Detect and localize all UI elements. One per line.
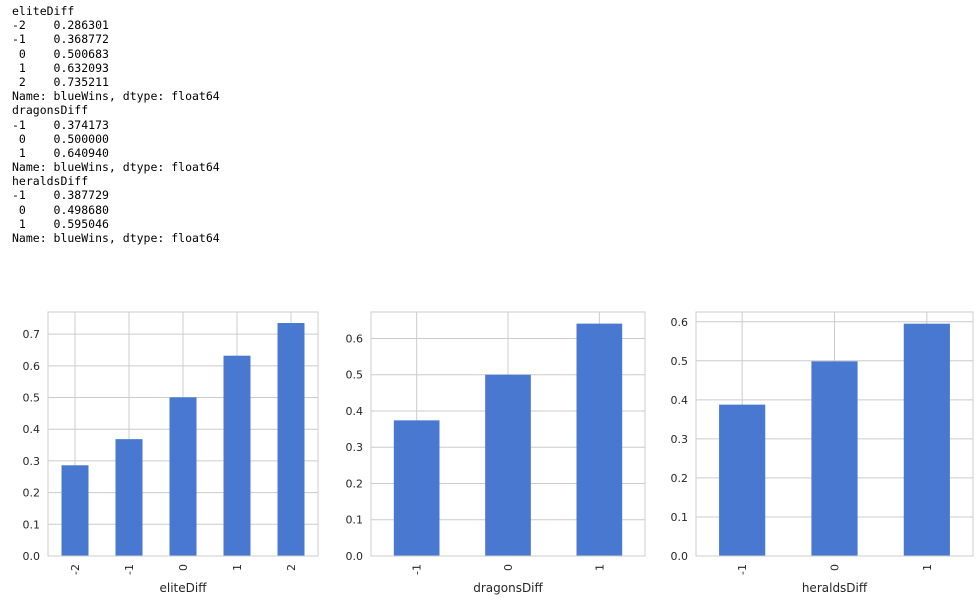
output-line: -2 0.286301 [12,18,109,33]
output-line: 1 0.640940 [12,145,109,160]
y-tick-label: 0.5 [671,355,689,368]
plot-frame [695,311,974,557]
output-line: -1 0.368772 [12,32,109,47]
y-tick-label: 0.6 [346,332,364,345]
plot-frame [47,311,319,557]
x-tick-label: 0 [177,564,190,571]
output-line: -1 0.374173 [12,117,109,132]
y-tick-label: 0.3 [671,433,689,446]
y-tick-label: 0.4 [671,394,689,407]
output-line: 1 0.632093 [12,60,109,75]
output-line: heraldsDiff [12,174,89,189]
output-line: 1 0.595046 [12,216,109,231]
plot-frame [370,311,646,557]
y-tick-label: 0.2 [346,477,364,490]
y-tick-label: 0.5 [346,369,364,382]
y-tick-label: 0.6 [23,360,41,373]
y-tick-label: 0.2 [671,472,689,485]
output-line: dragonsDiff [12,103,89,118]
bar [169,397,197,556]
bar [903,323,950,556]
output-line: Name: blueWins, dtype: float64 [12,160,220,175]
bar [485,374,531,556]
x-tick-label: -2 [69,564,82,575]
bar [719,404,766,556]
x-tick-label: -1 [123,564,136,575]
x-tick-label: -1 [736,564,749,575]
x-axis-label: eliteDiff [160,581,208,595]
x-tick-label: 0 [502,564,515,571]
output-line: Name: blueWins, dtype: float64 [12,89,220,104]
x-tick-label: 1 [593,564,606,571]
output-line: 0 0.500000 [12,131,109,146]
output-line: 2 0.735211 [12,74,109,89]
y-tick-label: 0.5 [23,392,41,405]
y-tick-label: 0.1 [23,518,41,531]
bar [576,323,623,556]
x-tick-label: 0 [829,564,842,571]
text-output: eliteDiff -2 0.286301 -1 0.368772 0 0.5006… [12,4,220,245]
y-tick-label: 0.3 [23,455,41,468]
y-tick-label: 0.3 [346,441,364,454]
x-tick-label: 1 [921,564,934,571]
output-line: 0 0.500683 [12,46,109,61]
x-axis-label: dragonsDiff [473,581,543,595]
y-tick-label: 0.4 [23,423,41,436]
elite-diff-chart: 0.0 0.1 0.2 0.3 0.4 0.5 0.6 0.7 -2 -1 0 1 2 eliteDiff [23,311,319,595]
output-line: -1 0.387729 [12,188,109,203]
output-line: Name: blueWins, dtype: float64 [12,231,220,245]
y-tick-label: 0.0 [23,550,41,563]
output-line: eliteDiff [12,4,75,18]
y-tick-label: 0.6 [671,316,689,329]
bar [223,355,251,556]
y-tick-label: 0.0 [671,550,689,563]
bar [393,420,440,556]
bar [61,465,89,556]
output-line: 0 0.498680 [12,202,109,217]
y-tick-label: 0.2 [23,487,41,500]
bar [811,361,858,556]
bar [277,323,305,556]
y-tick-label: 0.1 [346,514,364,527]
y-tick-label: 0.1 [671,511,689,524]
x-tick-label: 1 [231,564,244,571]
bar [115,439,143,556]
x-axis-label: heraldsDiff [802,581,868,595]
y-tick-label: 0.7 [23,328,41,341]
x-tick-label: -1 [411,564,424,575]
dragons-diff-chart: 0.0 0.1 0.2 0.3 0.4 0.5 0.6 -1 0 1 dragonsDiff [346,311,646,595]
heralds-diff-chart: 0.0 0.1 0.2 0.3 0.4 0.5 0.6 -1 0 1 heraldsDiff [671,311,974,595]
y-tick-label: 0.4 [346,405,364,418]
x-tick-label: 2 [285,564,298,571]
y-tick-label: 0.0 [346,550,364,563]
